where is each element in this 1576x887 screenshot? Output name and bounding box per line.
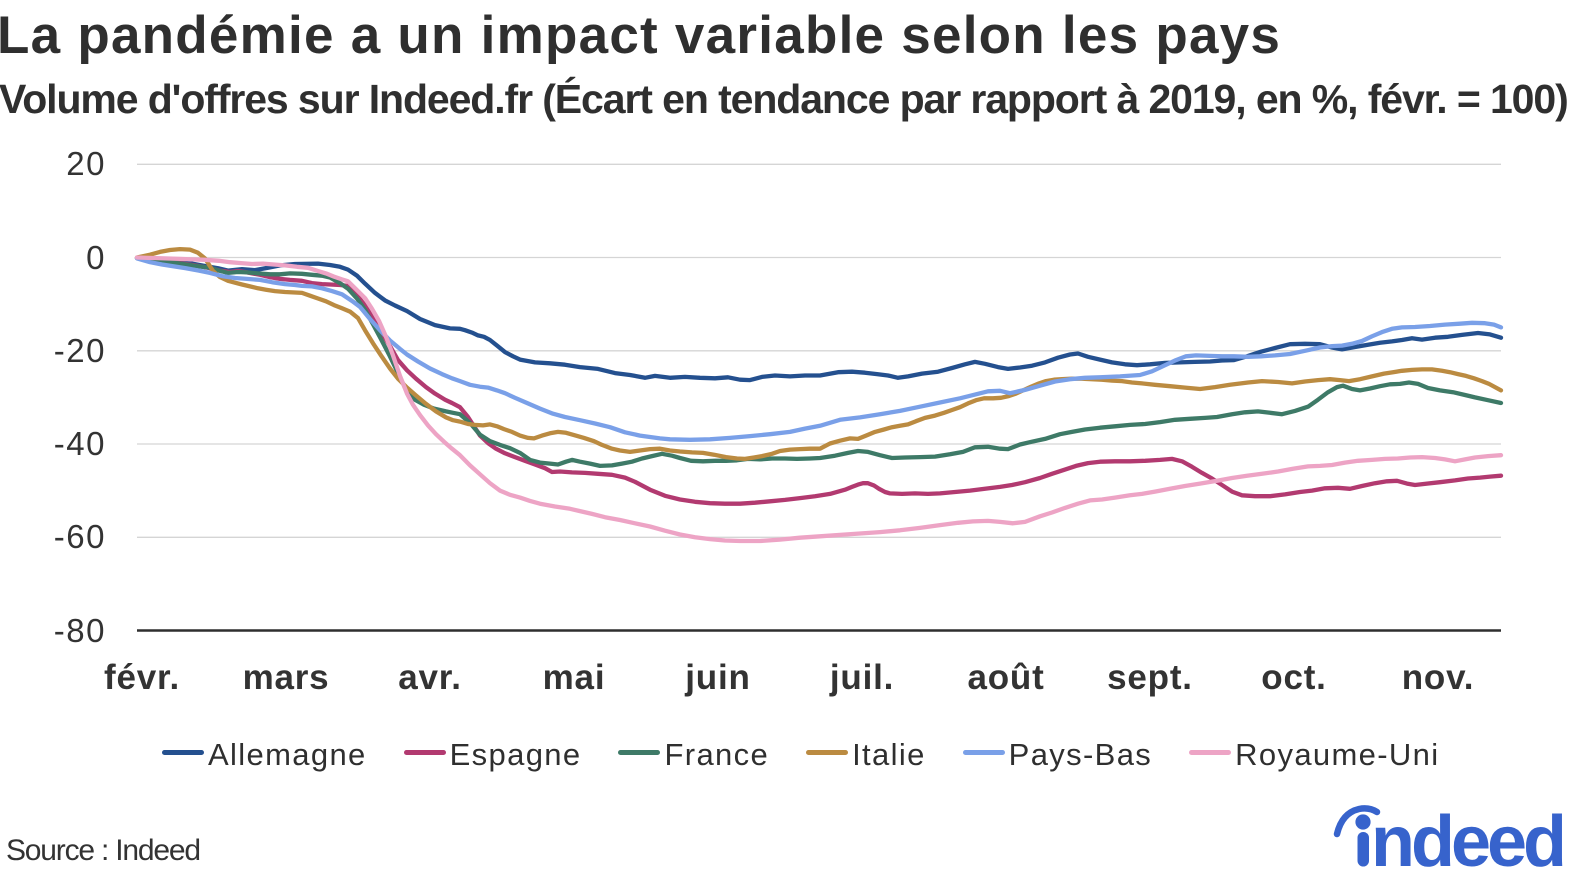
svg-text:ndeed: ndeed xyxy=(1371,802,1563,882)
